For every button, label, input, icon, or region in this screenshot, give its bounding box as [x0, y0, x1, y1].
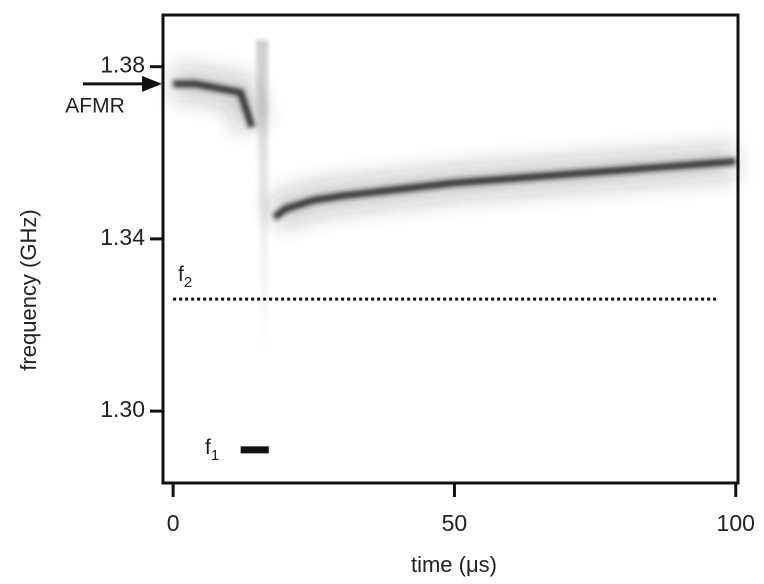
f1-subscript: 1	[211, 447, 219, 464]
plot-frame	[161, 13, 740, 485]
f1-label: f1	[205, 436, 219, 464]
resonance-band	[173, 80, 737, 221]
x-tick-label: 50	[442, 510, 468, 536]
f1-text: f	[205, 436, 211, 459]
x-tick-label: 0	[167, 510, 180, 536]
y-tick-label: 1.30	[100, 396, 145, 422]
x-axis-label: time (μs)	[411, 552, 497, 577]
y-tick-label: 1.38	[100, 52, 145, 78]
f2-label: f2	[178, 263, 192, 291]
f2-subscript: 2	[184, 274, 192, 291]
f2-text: f	[178, 263, 184, 286]
y-tick-label: 1.34	[100, 224, 145, 250]
x-tick-label: 100	[717, 510, 755, 536]
f1-marker	[240, 446, 269, 454]
afmr-arrow-head	[142, 75, 162, 92]
afmr-label: AFMR	[65, 95, 125, 118]
y-axis-label: frequency (GHz)	[16, 209, 41, 370]
